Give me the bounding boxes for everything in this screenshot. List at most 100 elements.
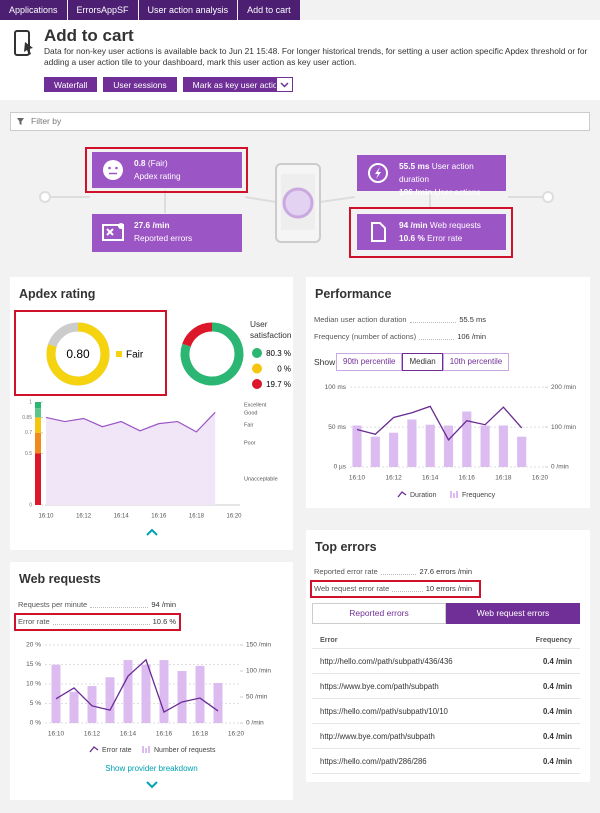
legend-icon	[397, 491, 407, 498]
web-requests-tile[interactable]: 94 /min Web requests 10.6 % Error rate	[357, 214, 506, 250]
column-header[interactable]: Error	[320, 634, 338, 644]
show-label: Show	[314, 357, 336, 367]
more-button[interactable]	[276, 77, 293, 92]
x-tick-label: 16:10	[349, 475, 366, 482]
breadcrumb-item[interactable]: User action analysis	[138, 0, 238, 20]
bar	[159, 660, 169, 723]
stat-label: Web request error rate	[314, 584, 390, 593]
table-cell: 0.4 /min	[542, 656, 572, 666]
highlight-box	[310, 580, 481, 598]
highlight-box	[14, 613, 181, 631]
tab[interactable]: Reported errors	[312, 603, 446, 624]
provider-link[interactable]: Show provider breakdown	[105, 764, 198, 773]
overview-graph	[39, 163, 554, 243]
bar	[87, 686, 97, 723]
stat-row: Median user action duration 55.5 ms	[314, 311, 486, 328]
y-tick-label: 1	[29, 399, 32, 405]
zone-label: Fair	[244, 423, 254, 429]
donut-segment	[182, 322, 213, 347]
legend-icon	[145, 748, 147, 753]
bar	[195, 665, 205, 723]
leader	[409, 316, 457, 323]
bar	[177, 671, 187, 723]
x-tick-label: 16:18	[192, 731, 209, 738]
table-cell: 0.4 /min	[542, 706, 572, 716]
collapse-icon[interactable]	[146, 528, 158, 536]
y2-tick-label: 0 /min	[551, 464, 569, 471]
tab[interactable]: Median	[402, 353, 443, 371]
bar	[123, 660, 133, 723]
y2-tick-label: 200 /min	[551, 384, 576, 391]
y-tick-label: 0 µs	[334, 464, 347, 471]
breadcrumb-item[interactable]: ErrorsAppSF	[67, 0, 138, 20]
breadcrumb: Applications ErrorsAppSF User action analy…	[0, 0, 301, 20]
apdex-tile[interactable]: 0.8 (Fair) Apdex rating	[92, 152, 242, 188]
page-title: Add to cart	[44, 26, 134, 45]
tile-line: 94 /min Web requests	[399, 219, 506, 232]
breadcrumb-item[interactable]: Add to cart	[238, 0, 300, 20]
y2-tick-label: 0 /min	[246, 720, 264, 727]
tile-label: Reported errors	[134, 233, 193, 243]
duration-tile[interactable]: 55.5 ms User action duration 106 /min Us…	[357, 155, 506, 197]
donut-segment	[180, 322, 244, 386]
card-title: Top errors	[315, 540, 377, 554]
highlight-box	[85, 147, 248, 193]
x-tick-label: 16:16	[156, 731, 173, 738]
x-tick-label: 16:14	[114, 514, 130, 520]
legend-icon	[456, 491, 458, 498]
tile-label: Apdex rating	[134, 171, 181, 181]
legend-swatch	[116, 351, 122, 357]
tile-value: 106 /min	[399, 187, 433, 197]
filter-bar[interactable]: Filter by	[10, 112, 590, 131]
tile-line: 0.8 (Fair)	[134, 157, 242, 170]
zone-label: Good	[244, 410, 257, 416]
zone	[35, 408, 41, 418]
tab[interactable]: Web request errors	[446, 603, 580, 624]
tile-label: User actions	[434, 187, 481, 197]
tile-line: 27.6 /min	[134, 219, 242, 232]
filter-placeholder: Filter by	[31, 116, 62, 126]
legend-label: Frequency	[462, 492, 496, 499]
legend-icon	[148, 746, 150, 753]
stats: Reported error rate 27.6 errors /min Web r…	[314, 563, 472, 597]
donut-arc	[46, 322, 110, 386]
action-icon	[14, 30, 33, 56]
y2-tick-label: 100 /min	[551, 424, 576, 431]
button[interactable]: Mark as key user action	[182, 77, 293, 92]
button[interactable]: Waterfall	[44, 77, 98, 92]
tile-value: 0.8	[134, 158, 146, 168]
expand-icon[interactable]	[146, 781, 158, 789]
errors-tile[interactable]: 27.6 /min Reported errors	[92, 214, 242, 252]
legend-icon	[453, 493, 455, 498]
bar	[498, 425, 508, 467]
description: Data for non-key user actions is availab…	[44, 46, 588, 67]
stat-row: Frequency (number of actions) 106 /min	[314, 328, 486, 345]
table-cell: 0.4 /min	[542, 681, 572, 691]
top-errors-card: Top errors	[306, 530, 590, 782]
tab[interactable]: 10th percentile	[442, 353, 510, 371]
tile-icon	[103, 160, 123, 180]
stat-value: 27.6 errors /min	[419, 567, 472, 576]
performance-card: Performance	[306, 277, 590, 508]
leader	[419, 333, 455, 340]
table-row: https://hello.com//path/subpath/10/10 0.4…	[312, 699, 580, 724]
bar	[443, 425, 454, 467]
table-header: Error Frequency	[312, 630, 580, 649]
zone	[35, 453, 41, 505]
satisfaction-value: 19.7 %	[266, 380, 291, 389]
y-tick-label: 0.5	[25, 451, 32, 457]
bar	[407, 419, 417, 467]
tile-label: Web requests	[429, 220, 481, 230]
tab[interactable]: 90th percentile	[336, 353, 403, 371]
satisfaction-title: User satisfaction	[250, 319, 292, 340]
error-tabs: Reported errors Web request errors	[312, 603, 580, 624]
leader	[90, 601, 149, 608]
button[interactable]: User sessions	[103, 77, 177, 92]
stat-value: 55.5 ms	[459, 315, 486, 324]
legend-icon	[89, 746, 99, 753]
breadcrumb-item[interactable]: Applications	[0, 0, 67, 20]
stat-value: 10.6 %	[152, 617, 176, 626]
legend-icon	[450, 491, 452, 498]
column-header[interactable]: Frequency	[535, 634, 572, 644]
